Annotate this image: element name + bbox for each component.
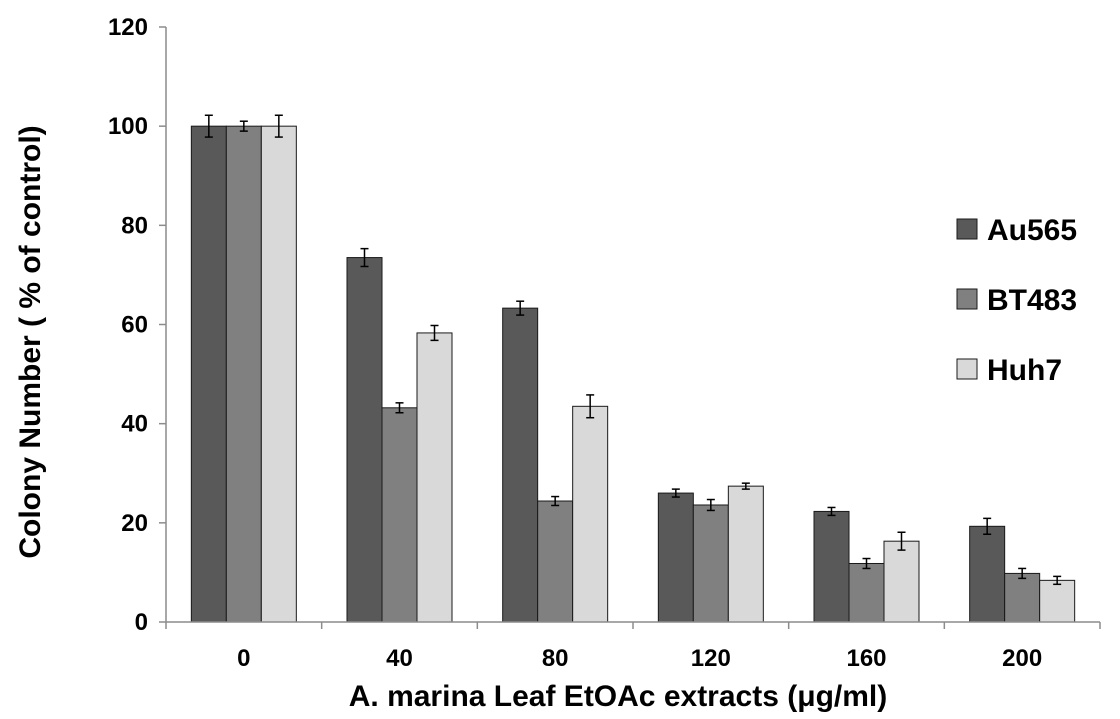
bar-bt483-160 bbox=[848, 562, 885, 623]
axes-layer bbox=[165, 27, 1100, 623]
bar-huh7-120 bbox=[727, 485, 764, 623]
bar-huh7-160 bbox=[883, 540, 920, 623]
error-bar bbox=[586, 394, 595, 419]
error-bar bbox=[862, 557, 871, 570]
x-tick-label: 0 bbox=[237, 645, 250, 672]
bar-huh7-0 bbox=[260, 125, 297, 623]
error-bar bbox=[1053, 575, 1062, 586]
error-bar bbox=[1018, 567, 1027, 580]
x-tick-label: 120 bbox=[691, 645, 731, 672]
legend-label-au565: Au565 bbox=[987, 214, 1077, 247]
y-tick-label: 60 bbox=[121, 312, 148, 339]
bar-bt483-0 bbox=[225, 125, 262, 623]
legend-swatch-bt483 bbox=[956, 288, 978, 310]
x-tick-label: 160 bbox=[846, 645, 886, 672]
error-bar bbox=[274, 114, 283, 138]
bar-huh7-80 bbox=[572, 405, 609, 623]
y-tick-label: 100 bbox=[108, 113, 148, 140]
bar-au565-80 bbox=[502, 307, 539, 623]
ticks-layer: 0 20 40 60 80 100 120 0 40 80 120 160 200 bbox=[108, 14, 1101, 672]
bar-au565-120 bbox=[657, 492, 694, 623]
error-bar bbox=[204, 114, 213, 138]
bar-huh7-40 bbox=[416, 332, 453, 623]
error-bar bbox=[360, 247, 369, 268]
bar-au565-200 bbox=[969, 525, 1006, 623]
error-bar bbox=[671, 488, 680, 498]
legend-label-bt483: BT483 bbox=[987, 284, 1077, 317]
error-bar bbox=[395, 402, 404, 414]
y-tick-label: 120 bbox=[108, 14, 148, 41]
y-tick-label: 0 bbox=[135, 609, 148, 636]
legend-swatch-au565 bbox=[956, 218, 978, 240]
bars-layer bbox=[190, 114, 1076, 623]
x-tick-label: 40 bbox=[386, 645, 413, 672]
bar-bt483-80 bbox=[537, 500, 574, 623]
y-tick-label: 80 bbox=[121, 212, 148, 239]
x-tick-label: 80 bbox=[542, 645, 569, 672]
error-bar bbox=[827, 506, 836, 517]
error-bar bbox=[741, 482, 750, 490]
bar-bt483-120 bbox=[692, 504, 729, 623]
y-axis-title: Colony Number ( % of control) bbox=[14, 125, 47, 558]
error-bar bbox=[516, 300, 525, 316]
bar-bt483-40 bbox=[381, 407, 418, 623]
error-bar bbox=[239, 120, 248, 132]
error-bar bbox=[706, 498, 715, 512]
y-tick-label: 40 bbox=[121, 411, 148, 438]
x-axis-title: A. marina Leaf EtOAc extracts (μg/ml) bbox=[349, 680, 888, 713]
error-bar bbox=[983, 517, 992, 535]
error-bar bbox=[430, 324, 439, 342]
legend: Au565 BT483 Huh7 bbox=[956, 214, 1077, 387]
bar-bt483-200 bbox=[1004, 572, 1041, 623]
x-tick-label: 200 bbox=[1002, 645, 1042, 672]
bar-huh7-200 bbox=[1039, 579, 1076, 623]
bar-au565-40 bbox=[346, 257, 383, 623]
bar-au565-160 bbox=[813, 510, 850, 623]
legend-swatch-huh7 bbox=[956, 358, 978, 380]
error-bar bbox=[551, 495, 560, 507]
y-tick-label: 20 bbox=[121, 510, 148, 537]
bar-au565-0 bbox=[190, 125, 227, 623]
legend-label-huh7: Huh7 bbox=[987, 354, 1062, 387]
error-bar bbox=[897, 531, 906, 551]
